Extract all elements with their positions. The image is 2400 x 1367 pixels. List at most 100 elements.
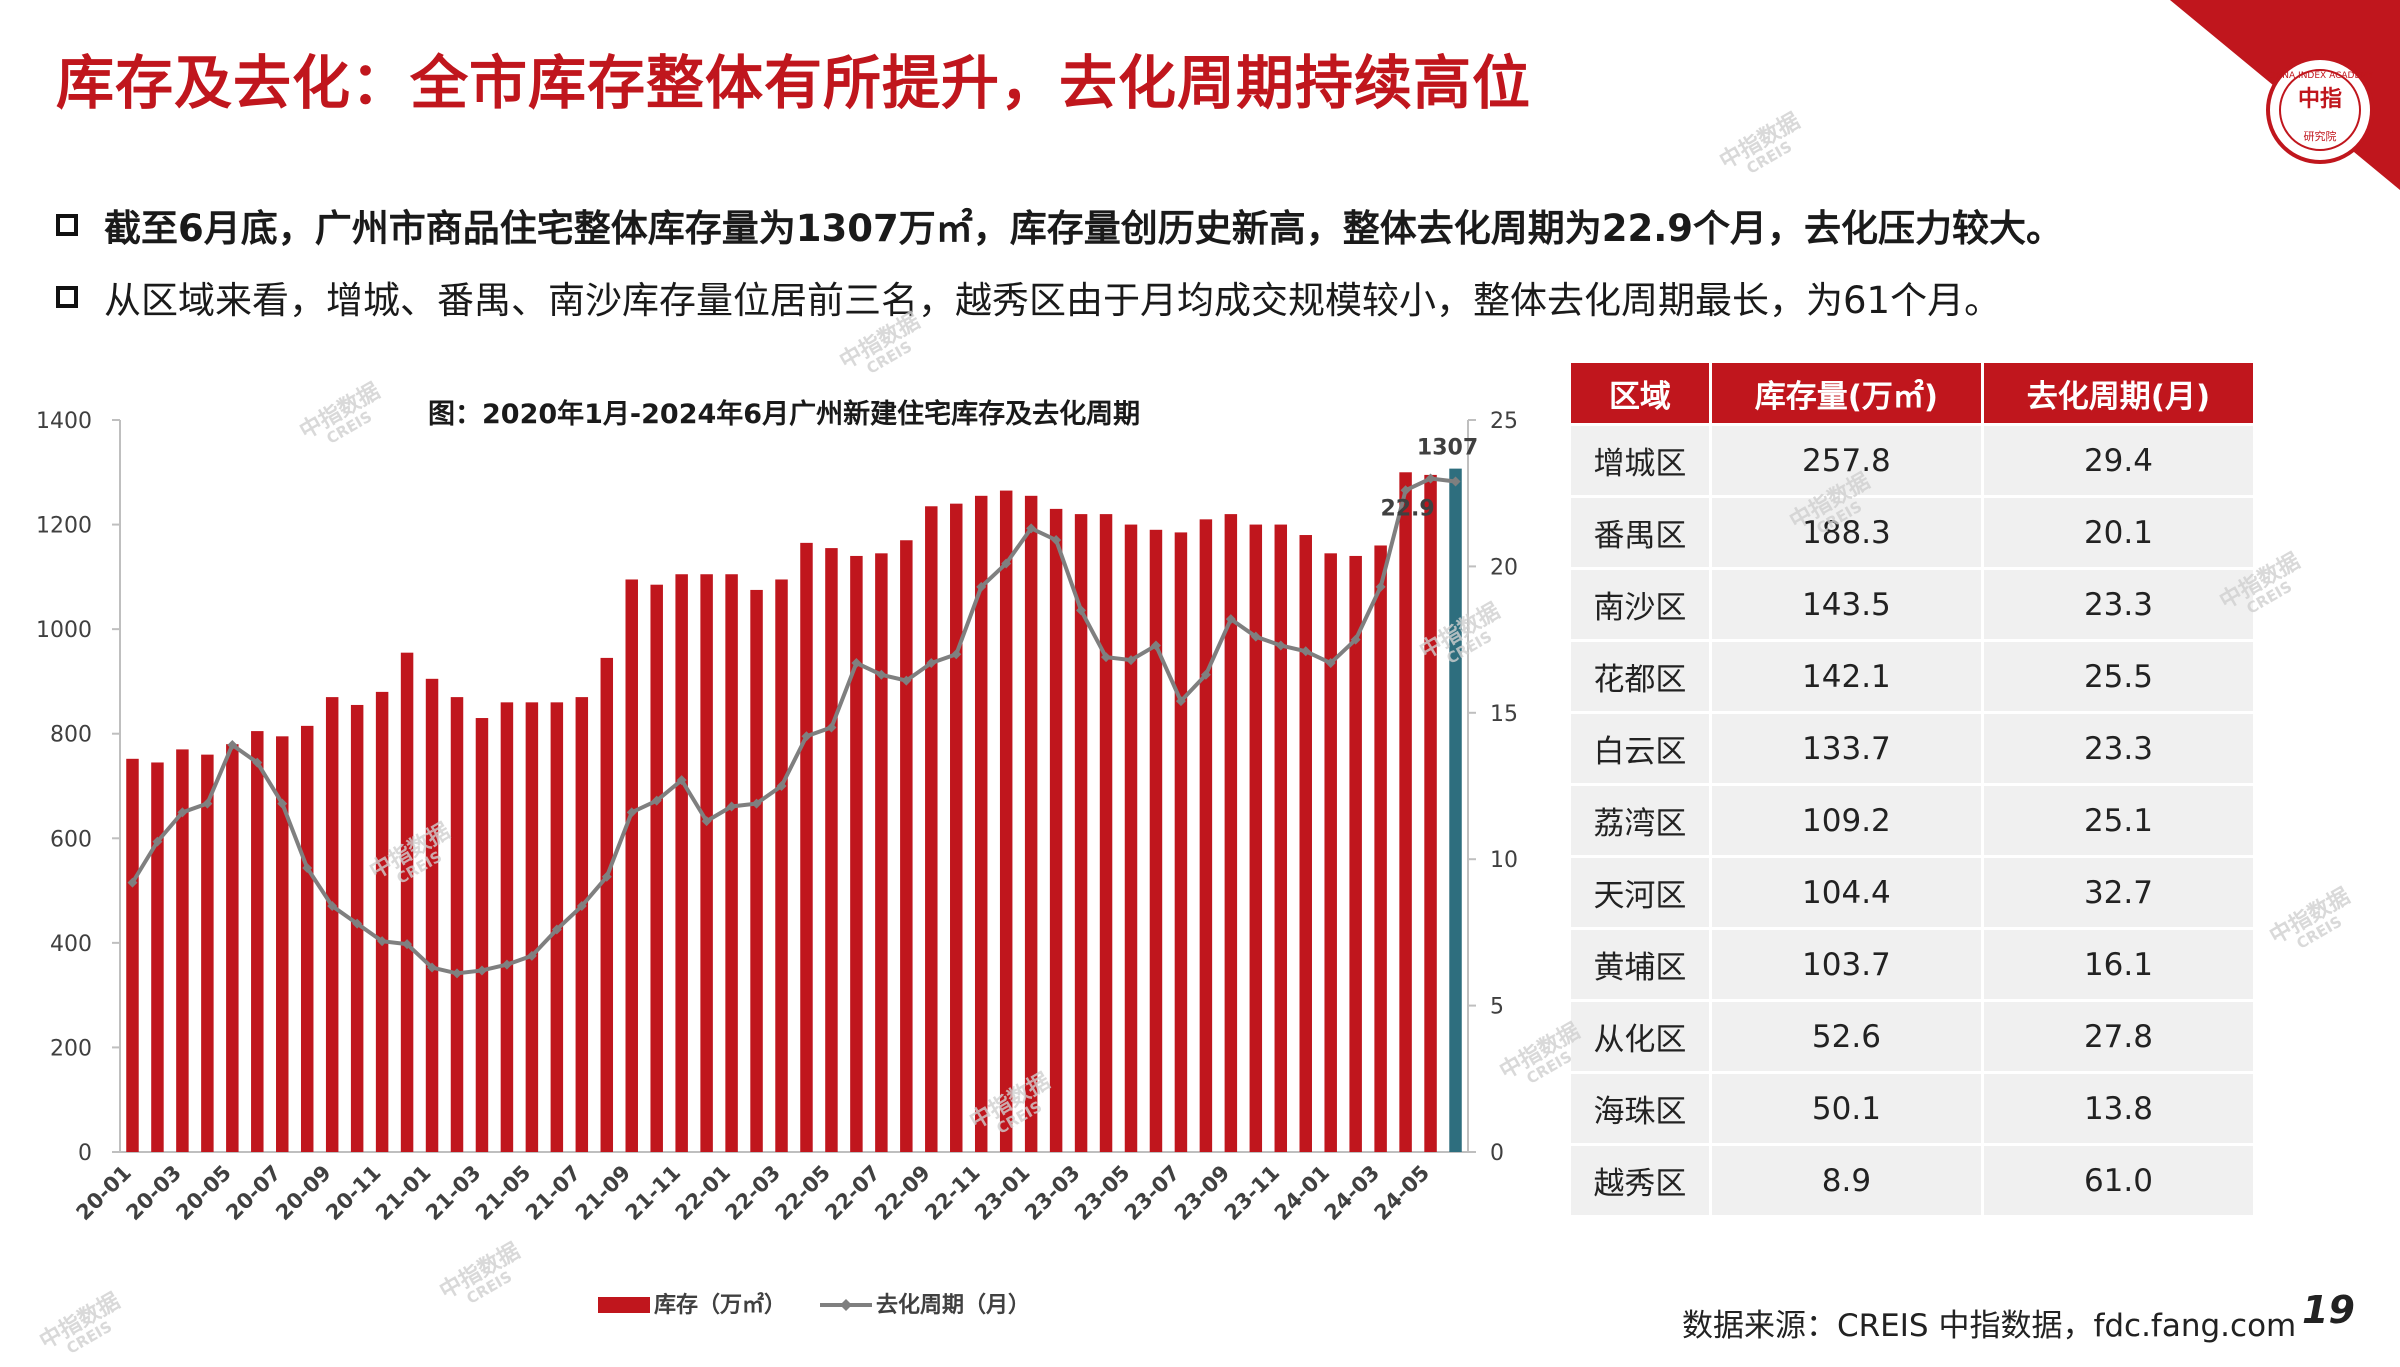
x-tick-label: 20-05 (171, 1161, 235, 1225)
bar (151, 762, 164, 1152)
line-point (651, 795, 662, 806)
bar (1124, 524, 1138, 1152)
cell-cycle: 20.1 (1983, 498, 2253, 567)
cell-district: 花都区 (1571, 642, 1709, 711)
x-tick-label: 20-11 (321, 1161, 385, 1225)
bar (1149, 529, 1163, 1152)
bar (999, 490, 1013, 1153)
bar (300, 725, 314, 1152)
bar (1449, 468, 1462, 1152)
header-district: 区域 (1571, 363, 1709, 423)
bar (950, 503, 963, 1153)
x-tick-label: 22-07 (820, 1161, 884, 1225)
line-point (1450, 476, 1461, 487)
bar (325, 697, 339, 1152)
line-point (1150, 640, 1161, 651)
bar (375, 691, 389, 1152)
bar (850, 555, 863, 1152)
bar (1324, 553, 1337, 1152)
line-point (202, 798, 213, 809)
bar (625, 579, 638, 1152)
bar (600, 657, 614, 1152)
x-tick-label: 21-09 (571, 1161, 635, 1225)
x-tick-label: 22-01 (671, 1161, 735, 1225)
cell-inventory: 142.1 (1711, 642, 1981, 711)
table-row: 越秀区 8.9 61.0 (1571, 1146, 2253, 1215)
line-point (751, 798, 762, 809)
line-point (227, 740, 238, 751)
line-point (1101, 652, 1112, 663)
x-tick-label: 23-01 (970, 1161, 1034, 1225)
bar (1299, 535, 1312, 1152)
bar (925, 506, 938, 1152)
line-point (826, 722, 837, 733)
line-point (676, 775, 687, 786)
y-tick-label-right: 20 (1490, 555, 1518, 580)
bar (725, 574, 738, 1152)
line-point (551, 924, 562, 935)
watermark: 中指数据 CREIS (2265, 883, 2355, 953)
cell-district: 越秀区 (1571, 1146, 1709, 1215)
cell-district: 海珠区 (1571, 1074, 1709, 1143)
x-tick-label: 20-03 (121, 1161, 185, 1225)
cell-cycle: 13.8 (1983, 1074, 2253, 1143)
cell-inventory: 52.6 (1711, 1002, 1981, 1071)
line-point (601, 871, 612, 882)
bar (1024, 495, 1038, 1152)
line-point (626, 807, 637, 818)
district-table: 区域 库存量(万㎡) 去化周期(月) 增城区 257.8 29.4 番禺区 188.3 2… (1568, 360, 2256, 1218)
line-point (352, 918, 363, 929)
cell-cycle: 25.5 (1983, 642, 2253, 711)
y-tick-label-right: 15 (1490, 702, 1518, 727)
cell-district: 增城区 (1571, 426, 1709, 495)
y-tick-label-left: 800 (50, 723, 92, 748)
line-point (576, 901, 587, 912)
y-tick-label-left: 400 (50, 932, 92, 957)
bar (750, 589, 763, 1152)
line-point (1325, 658, 1336, 669)
legend-cycle: 去化周期（月） (876, 1292, 1030, 1318)
line-point (926, 658, 937, 669)
cell-district: 南沙区 (1571, 570, 1709, 639)
last-line-label: 22.9 (1380, 496, 1434, 521)
line-point (526, 950, 537, 961)
bar (1199, 519, 1213, 1152)
bar (450, 697, 464, 1152)
table-row: 荔湾区 109.2 25.1 (1571, 786, 2253, 855)
y-tick-label-left: 1400 (36, 409, 92, 434)
bar (425, 678, 439, 1152)
bullet-1-text: 截至6月底，广州市商品住宅整体库存量为1307万㎡，库存量创历史新高，整体去化周… (104, 207, 2064, 250)
cell-district: 番禺区 (1571, 498, 1709, 567)
x-tick-label: 23-09 (1170, 1161, 1234, 1225)
cell-inventory: 257.8 (1711, 426, 1981, 495)
line-point (851, 658, 862, 669)
bar (500, 702, 514, 1152)
bar (1099, 514, 1113, 1152)
bar (1174, 532, 1188, 1152)
bullet-box-icon (56, 286, 78, 308)
bar (400, 652, 414, 1152)
bar (1224, 514, 1238, 1152)
bar (675, 574, 688, 1152)
legend-inventory: 库存（万㎡） (654, 1292, 786, 1318)
y-tick-label-left: 0 (78, 1141, 92, 1166)
cell-cycle: 29.4 (1983, 426, 2253, 495)
line-point (302, 862, 313, 873)
line-point (1400, 485, 1411, 496)
y-tick-label-right: 5 (1490, 995, 1504, 1020)
x-tick-label: 21-07 (521, 1161, 585, 1225)
bar (201, 754, 214, 1152)
y-tick-label-left: 200 (50, 1036, 92, 1061)
table-row: 增城区 257.8 29.4 (1571, 426, 2253, 495)
cell-district: 从化区 (1571, 1002, 1709, 1071)
bar (226, 744, 239, 1152)
line-point (901, 675, 912, 686)
bar (800, 542, 813, 1152)
line-point (876, 669, 887, 680)
line-point (1275, 640, 1286, 651)
logo-seal (2266, 56, 2374, 164)
line-point (1250, 631, 1261, 642)
logo-text: 中指 (2298, 87, 2342, 112)
line-point (776, 781, 787, 791)
legend-line-marker (840, 1299, 852, 1311)
